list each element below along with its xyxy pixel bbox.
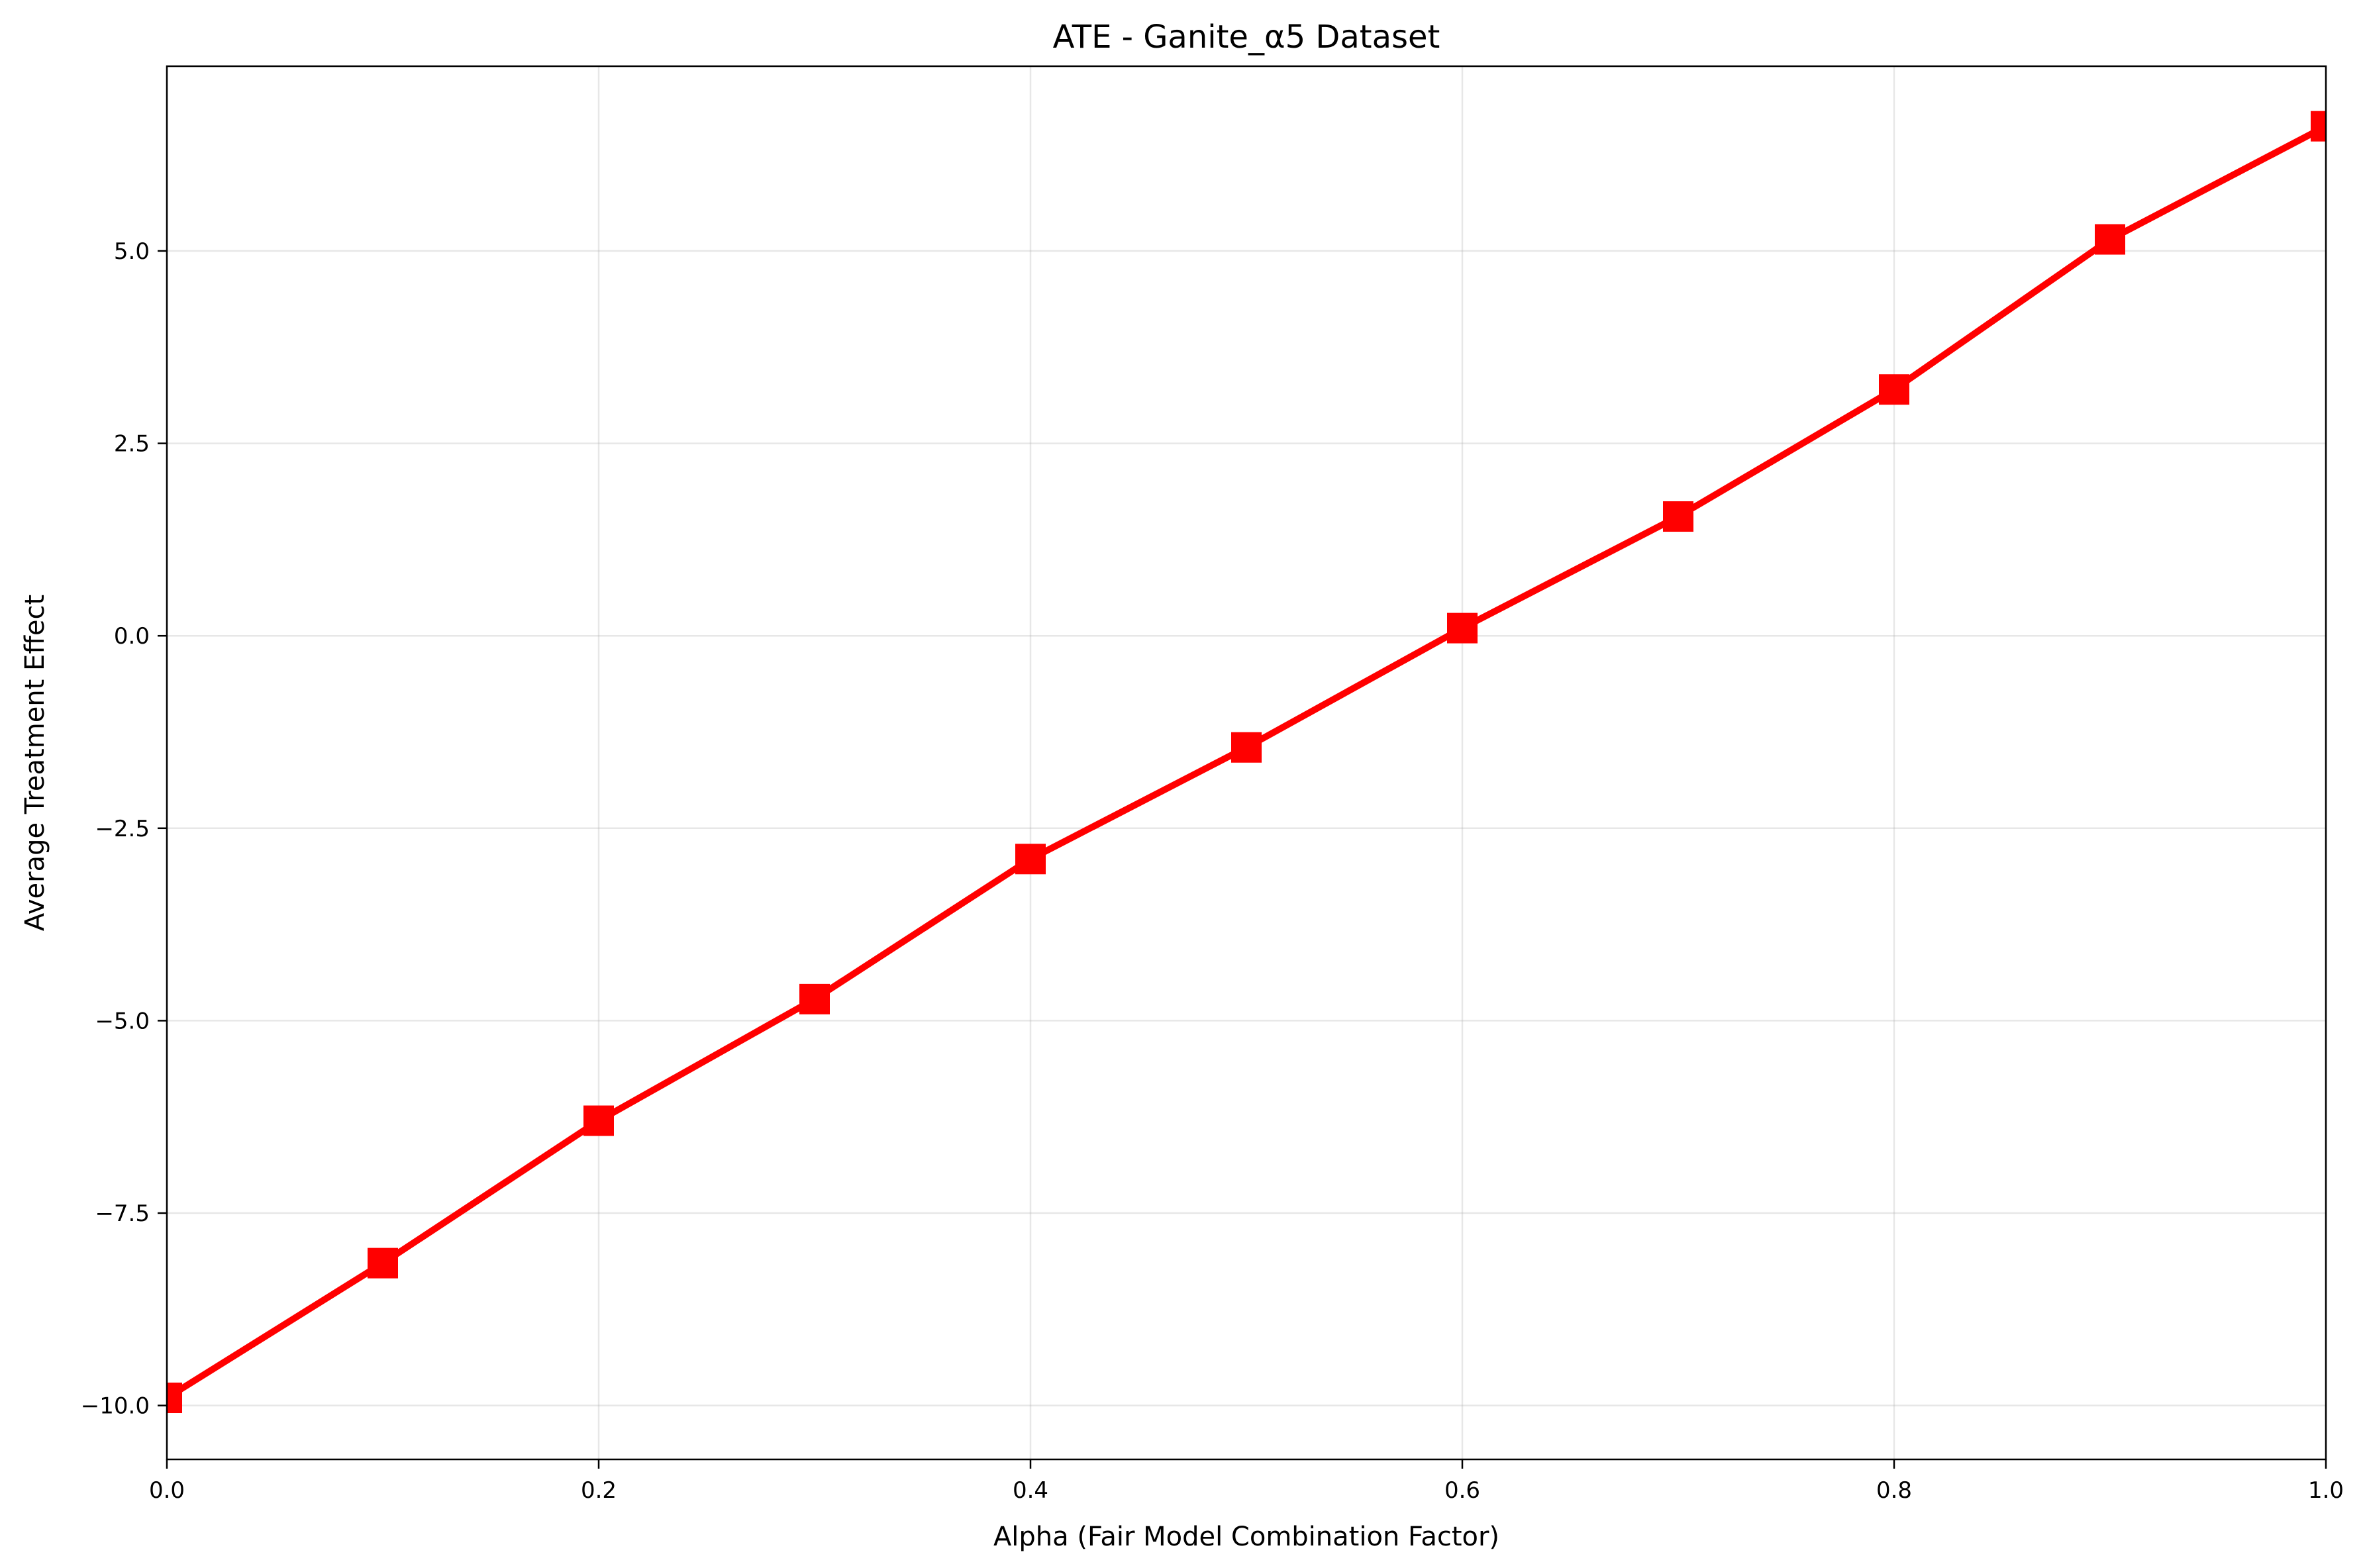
x-tick-label: 0.8 xyxy=(1876,1477,1912,1504)
y-axis-label: Average Treatment Effect xyxy=(20,595,50,931)
plot-area-frame xyxy=(166,65,2327,1461)
chart-title: ATE - Ganite_α5 Dataset xyxy=(1053,19,1440,56)
data-point-marker xyxy=(1231,732,1262,763)
series-clip-group xyxy=(167,111,2326,1414)
data-point-marker xyxy=(2311,111,2326,142)
series-layer xyxy=(167,111,2326,1414)
y-tick-label: −7.5 xyxy=(95,1200,150,1227)
y-tick-label: 2.5 xyxy=(114,431,150,458)
x-tick-label: 1.0 xyxy=(2308,1477,2344,1504)
data-point-marker xyxy=(1663,501,1693,532)
y-tick-label: 0.0 xyxy=(114,623,150,650)
data-point-marker xyxy=(583,1105,614,1136)
y-tick-label: 5.0 xyxy=(114,238,150,265)
y-tick-label: −2.5 xyxy=(95,816,150,842)
data-point-marker xyxy=(368,1248,398,1279)
x-tick-label: 0.2 xyxy=(581,1477,617,1504)
y-tick-label: −5.0 xyxy=(95,1008,150,1034)
y-tick-label: −10.0 xyxy=(81,1393,150,1420)
data-point-marker xyxy=(1015,844,1046,875)
x-tick-label: 0.0 xyxy=(149,1477,185,1504)
axis-ticks: 0.0 0.2 0.4 0.6 0.8 1.0 −10.0 −7.5 −5.0 −2.5 0.0 2.… xyxy=(81,238,2344,1504)
x-tick-label: 0.4 xyxy=(1013,1477,1048,1504)
grid xyxy=(166,66,2327,1459)
data-point-marker xyxy=(1447,612,1478,644)
x-tick-label: 0.6 xyxy=(1444,1477,1480,1504)
data-point-marker xyxy=(1879,374,1909,405)
x-axis-label: Alpha (Fair Model Combination Factor) xyxy=(993,1522,1499,1552)
data-point-marker xyxy=(799,983,830,1014)
data-point-marker xyxy=(167,1383,182,1414)
data-point-marker xyxy=(2095,224,2125,255)
